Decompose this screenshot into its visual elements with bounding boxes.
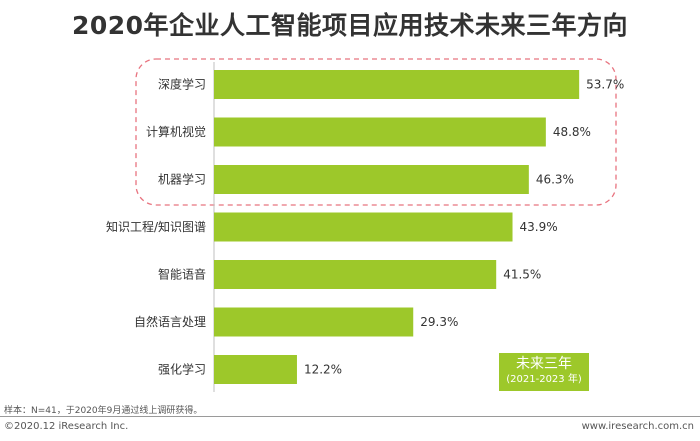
value-label-5: 41.5% bbox=[503, 268, 541, 282]
category-label-1: 深度学习 bbox=[158, 77, 206, 92]
bar-5 bbox=[214, 260, 497, 289]
bar-7 bbox=[214, 355, 297, 384]
value-label-3: 46.3% bbox=[536, 173, 574, 187]
footer-divider bbox=[0, 416, 700, 417]
category-label-4: 知识工程/知识图谱 bbox=[106, 219, 206, 234]
bar-1 bbox=[214, 70, 580, 99]
website-link[interactable]: www.iresearch.com.cn bbox=[581, 421, 694, 432]
sample-note: 样本：N=41，于2020年9月通过线上调研获得。 bbox=[4, 406, 203, 416]
copyright-text: ©2020.12 iResearch Inc. bbox=[4, 421, 129, 432]
bar-3 bbox=[214, 165, 529, 194]
value-label-2: 48.8% bbox=[553, 125, 591, 139]
bars-group: 深度学习 53.7% 计算机视觉 48.8% 机器学习 46.3% 知识工程/知识图谱 43.… bbox=[106, 70, 624, 384]
category-label-6: 自然语言处理 bbox=[134, 314, 206, 329]
bar-6 bbox=[214, 307, 414, 337]
category-label-3: 机器学习 bbox=[158, 172, 206, 187]
value-label-4: 43.9% bbox=[520, 220, 558, 234]
value-label-7: 12.2% bbox=[304, 363, 342, 377]
chart-title: 2020年企业人工智能项目应用技术未来三年方向 bbox=[71, 11, 629, 40]
legend-box: 未来三年 (2021-2023 年) bbox=[499, 353, 589, 391]
bar-chart: 深度学习 53.7% 计算机视觉 48.8% 机器学习 46.3% 知识工程/知识图谱 43.… bbox=[106, 58, 624, 392]
bar-4 bbox=[214, 212, 513, 242]
value-label-6: 29.3% bbox=[420, 315, 458, 329]
category-label-7: 强化学习 bbox=[158, 362, 206, 377]
category-label-5: 智能语音 bbox=[158, 267, 206, 282]
legend-label: 未来三年 bbox=[516, 356, 572, 372]
bar-2 bbox=[214, 117, 546, 147]
value-label-1: 53.7% bbox=[586, 78, 624, 92]
highlight-box bbox=[135, 58, 617, 206]
legend-sublabel: (2021-2023 年) bbox=[506, 374, 582, 385]
category-label-2: 计算机视觉 bbox=[146, 124, 206, 139]
